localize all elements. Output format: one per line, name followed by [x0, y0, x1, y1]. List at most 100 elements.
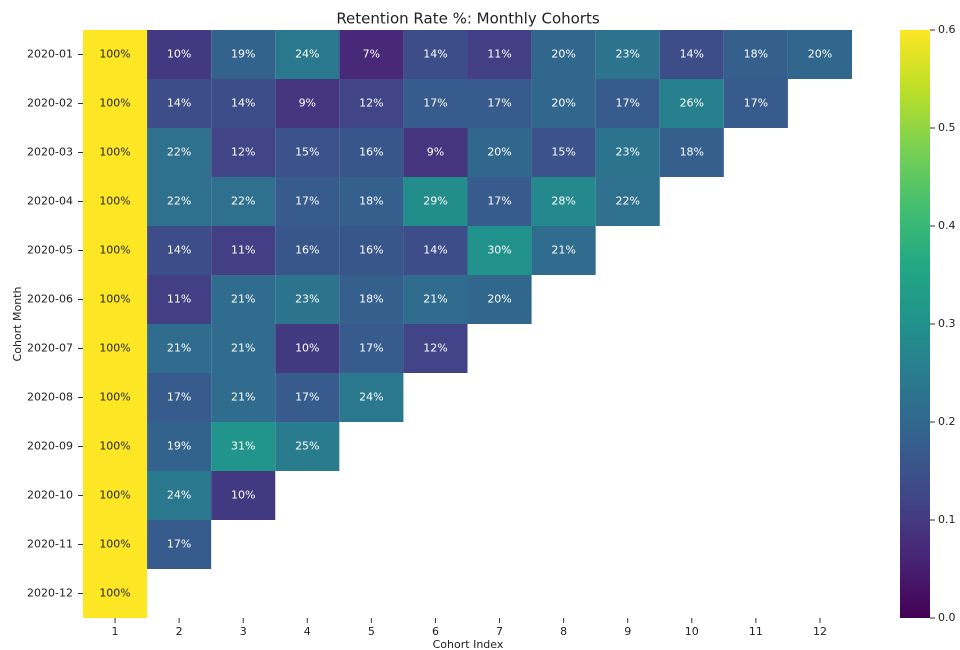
heatmap-cell [659, 128, 724, 177]
x-tick-label: 3 [240, 625, 247, 638]
cell-label: 18% [680, 146, 704, 159]
cell-label: 18% [359, 293, 383, 306]
cell-label: 21% [231, 342, 255, 355]
heatmap-cell [211, 30, 276, 79]
y-tick-label: 2020-05 [27, 244, 73, 257]
heatmap-cell [83, 324, 148, 373]
heatmap-cell [211, 177, 276, 226]
heatmap-cell [211, 128, 276, 177]
heatmap-cell [403, 128, 468, 177]
cell-label: 16% [359, 244, 383, 257]
heatmap-cell [339, 324, 404, 373]
cell-label: 23% [615, 48, 639, 61]
cell-label: 11% [231, 244, 255, 257]
colorbar-tick-label: 0.2 [938, 415, 956, 428]
heatmap-cell [147, 177, 212, 226]
colorbar-tick-label: 0.5 [938, 121, 956, 134]
heatmap-cell [339, 30, 404, 79]
colorbar-tick-label: 0.3 [938, 317, 956, 330]
cell-label: 9% [427, 146, 444, 159]
cell-label: 100% [99, 342, 130, 355]
heatmap-cell [659, 79, 724, 128]
cell-label: 100% [99, 489, 130, 502]
cell-label: 11% [487, 48, 511, 61]
heatmap-cell [211, 373, 276, 422]
y-tick-label: 2020-12 [27, 587, 73, 600]
cell-label: 21% [231, 391, 255, 404]
heatmap-cell [275, 177, 340, 226]
cell-label: 26% [680, 97, 704, 110]
heatmap-cell [83, 30, 148, 79]
cell-label: 20% [487, 293, 511, 306]
heatmap-cell [275, 275, 340, 324]
cell-label: 20% [808, 48, 832, 61]
y-tick-label: 2020-08 [27, 391, 73, 404]
cell-label: 100% [99, 293, 130, 306]
heatmap-cell [659, 30, 724, 79]
cell-label: 17% [295, 391, 319, 404]
heatmap-cell [147, 324, 212, 373]
heatmap-cell [83, 79, 148, 128]
cell-label: 19% [231, 48, 255, 61]
heatmap-cell [467, 226, 532, 275]
heatmap-cell [147, 471, 212, 520]
cell-label: 22% [167, 195, 191, 208]
cell-label: 19% [167, 440, 191, 453]
heatmap-cell [531, 177, 596, 226]
cell-label: 31% [231, 440, 255, 453]
heatmap-cell [83, 128, 148, 177]
cell-label: 14% [680, 48, 704, 61]
cell-label: 18% [744, 48, 768, 61]
heatmap-cell [83, 569, 148, 618]
x-tick-label: 8 [560, 625, 567, 638]
x-tick-label: 4 [304, 625, 311, 638]
heatmap-cell [83, 422, 148, 471]
cell-label: 24% [359, 391, 383, 404]
heatmap-cell [147, 128, 212, 177]
x-tick-label: 7 [496, 625, 503, 638]
cell-label: 14% [231, 97, 255, 110]
heatmap-cell [723, 30, 788, 79]
heatmap-cell [339, 373, 404, 422]
heatmap-cell [275, 30, 340, 79]
heatmap-cell [275, 226, 340, 275]
cell-label: 10% [295, 342, 319, 355]
cell-label: 15% [551, 146, 575, 159]
cell-label: 17% [744, 97, 768, 110]
heatmap-cell [275, 373, 340, 422]
cell-label: 100% [99, 440, 130, 453]
x-tick-label: 5 [368, 625, 375, 638]
heatmap-cell [403, 79, 468, 128]
heatmap-cell [787, 30, 852, 79]
heatmap-cell [211, 79, 276, 128]
heatmap-cell [275, 422, 340, 471]
x-tick-label: 12 [813, 625, 827, 638]
cell-label: 20% [487, 146, 511, 159]
colorbar-tick-label: 0.4 [938, 219, 956, 232]
heatmap-cell [147, 520, 212, 569]
cell-label: 29% [423, 195, 447, 208]
cell-label: 24% [295, 48, 319, 61]
heatmap-cell [403, 30, 468, 79]
cell-label: 100% [99, 391, 130, 404]
cell-label: 100% [99, 538, 130, 551]
heatmap-cell [211, 422, 276, 471]
cell-label: 17% [487, 97, 511, 110]
heatmap-cell [403, 275, 468, 324]
heatmap-cell [147, 373, 212, 422]
cell-label: 14% [167, 97, 191, 110]
heatmap-cell [467, 275, 532, 324]
cell-label: 23% [295, 293, 319, 306]
x-tick-label: 9 [624, 625, 631, 638]
heatmap-cell [467, 30, 532, 79]
cell-label: 28% [551, 195, 575, 208]
heatmap-cell [467, 79, 532, 128]
cell-label: 20% [551, 48, 575, 61]
heatmap-cell [403, 177, 468, 226]
y-tick-label: 2020-06 [27, 293, 73, 306]
cell-label: 21% [423, 293, 447, 306]
y-tick-label: 2020-02 [27, 97, 73, 110]
heatmap-cell [83, 177, 148, 226]
heatmap-cell [339, 226, 404, 275]
